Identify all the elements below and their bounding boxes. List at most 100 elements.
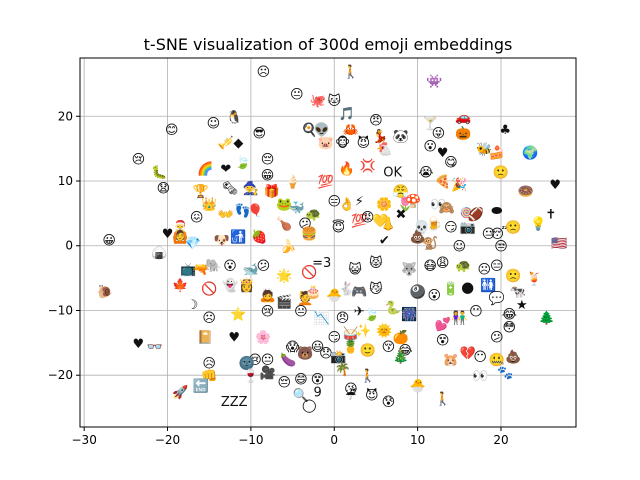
emoji-point: 😋 (444, 156, 458, 171)
emoji-point: 🐼 (393, 129, 410, 145)
emoji-point: 😐 (290, 88, 304, 103)
emoji-point: 🐒 (422, 236, 438, 252)
emoji-point: 🙁 (505, 219, 521, 235)
emoji-point: 😮 (423, 139, 437, 154)
emoji-point: 😏 (444, 220, 458, 235)
emoji-point: 🐶 (214, 233, 230, 248)
x-tick-label: −20 (155, 433, 180, 447)
emoji-point: 😢 (248, 353, 262, 368)
emoji-point: 🍦 (284, 174, 300, 190)
emoji-point: 👾 (426, 75, 442, 90)
emoji-point: 👫 (451, 310, 467, 326)
emoji-point: 😔 (261, 152, 275, 167)
emoji-point: ♥ (133, 337, 145, 352)
emoji-point: 🌍 (522, 145, 538, 161)
emoji-point: =3 (312, 256, 331, 271)
emoji-point: 😩 (436, 256, 450, 271)
emoji-point: 😕 (298, 217, 312, 232)
emoji-point: 😭 (418, 165, 433, 180)
emoji-point: 🙁 (493, 164, 509, 180)
emoji-point: 🍙 (151, 245, 167, 261)
emoji-point: 🎵 (339, 106, 355, 122)
emoji-point: 🐣 (326, 287, 342, 303)
emoji-point: 🔥 (339, 161, 355, 177)
emoji-point: 🍩 (518, 185, 534, 200)
emoji-point: 😐 (482, 227, 496, 242)
emoji-point: 👓 (147, 340, 163, 355)
emoji-point: 😑 (327, 194, 341, 209)
emoji-point: 😰 (382, 395, 396, 410)
chart-ticks: −30 −20 −10 0 10 20 −20 −10 0 10 20 (48, 109, 509, 447)
emoji-point: 💀 (414, 219, 430, 235)
plot-area-frame (79, 57, 577, 428)
emoji-point: 🐙 (309, 94, 325, 109)
emoji-point: 🐻 (297, 345, 313, 362)
emoji-point: 🐷 (318, 136, 334, 151)
emoji-point: 😶 (469, 304, 483, 319)
emoji-point: 🐢 (455, 259, 471, 274)
emoji-point: 🚗 (455, 110, 471, 125)
emoji-point: 🍃 (234, 154, 250, 171)
emoji-point: 🐄 (510, 285, 526, 300)
y-tick-label: −20 (48, 368, 73, 382)
emoji-point: 🌸 (255, 329, 271, 345)
emoji-point: 😘 (344, 382, 358, 397)
emoji-point: 🌞 (376, 322, 392, 339)
emoji-point: 🐳 (289, 200, 305, 216)
emoji-point: 😔 (277, 376, 291, 391)
emoji-point: 🌈 (197, 160, 213, 177)
emoji-point: 🐘 (205, 258, 221, 274)
emoji-point: 🐾 (497, 366, 513, 381)
emoji-point: 🍌 (280, 239, 296, 255)
emoji-point: 👐 (218, 207, 234, 222)
emoji-point: 🐱 (327, 93, 341, 109)
emoji-point: 🚶 (343, 64, 359, 80)
emoji-point: 😁 (261, 169, 275, 184)
emoji-point: 🔚 (193, 378, 209, 394)
emoji-point: 🐸 (276, 198, 292, 213)
emoji-point: 😧 (157, 181, 171, 196)
emoji-point: 👽 (314, 121, 330, 138)
emoji-point: 😞 (319, 347, 333, 362)
emoji-point: 😱 (286, 340, 300, 355)
emoji-point: 🌼 (376, 197, 392, 213)
emoji-point: 🍄 (405, 193, 421, 209)
x-tick-label: −30 (72, 433, 97, 447)
emoji-point: 👃 (380, 216, 396, 232)
emoji-point: ⬬ (491, 204, 502, 219)
emoji-point: 😕 (257, 259, 271, 274)
emoji-point: 🔍 (293, 387, 309, 404)
emoji-point: 🏆 (193, 184, 209, 200)
emoji-point: 😏 (327, 330, 341, 345)
emoji-point: 👌 (339, 197, 355, 213)
emoji-point: 🙇 (259, 287, 275, 303)
emoji-point: 🏈 (468, 206, 484, 222)
emoji-point: 🎂 (305, 283, 321, 300)
emoji-point: ☺ (207, 117, 221, 132)
emoji-point: 🎄 (393, 349, 409, 365)
emoji-point: 🚫 (301, 265, 317, 281)
emoji-point: ZZZ (221, 395, 248, 410)
emoji-point: 😐 (294, 304, 308, 319)
emoji-point: 💢 (360, 158, 376, 174)
emoji-point: 🎅 (172, 219, 188, 235)
emoji-point: 🐹 (443, 353, 459, 368)
emoji-point: 🎆 (401, 307, 417, 323)
emoji-point: 🐔 (376, 142, 392, 158)
emoji-point: 😾 (369, 255, 383, 271)
emoji-point: 😈 (357, 135, 371, 151)
emoji-point: 😵 (311, 372, 325, 387)
emoji-point: ✝ (546, 207, 557, 222)
emoji-point: 🎃 (455, 125, 471, 141)
emoji-point: 🍓 (251, 229, 267, 245)
emoji-point: 😶 (473, 350, 487, 365)
emoji-point: ♥ (228, 330, 240, 345)
emoji-point: 🚮 (230, 229, 246, 245)
emoji-point: 😄 (294, 372, 308, 387)
emoji-point: 😃 (311, 340, 325, 355)
emoji-point: 😕 (490, 330, 504, 345)
emoji-point: ☹ (202, 311, 216, 326)
emoji-point: 😖 (190, 211, 204, 226)
emoji-point: 💛 (372, 213, 389, 229)
emoji-point: ❤ (220, 162, 231, 177)
